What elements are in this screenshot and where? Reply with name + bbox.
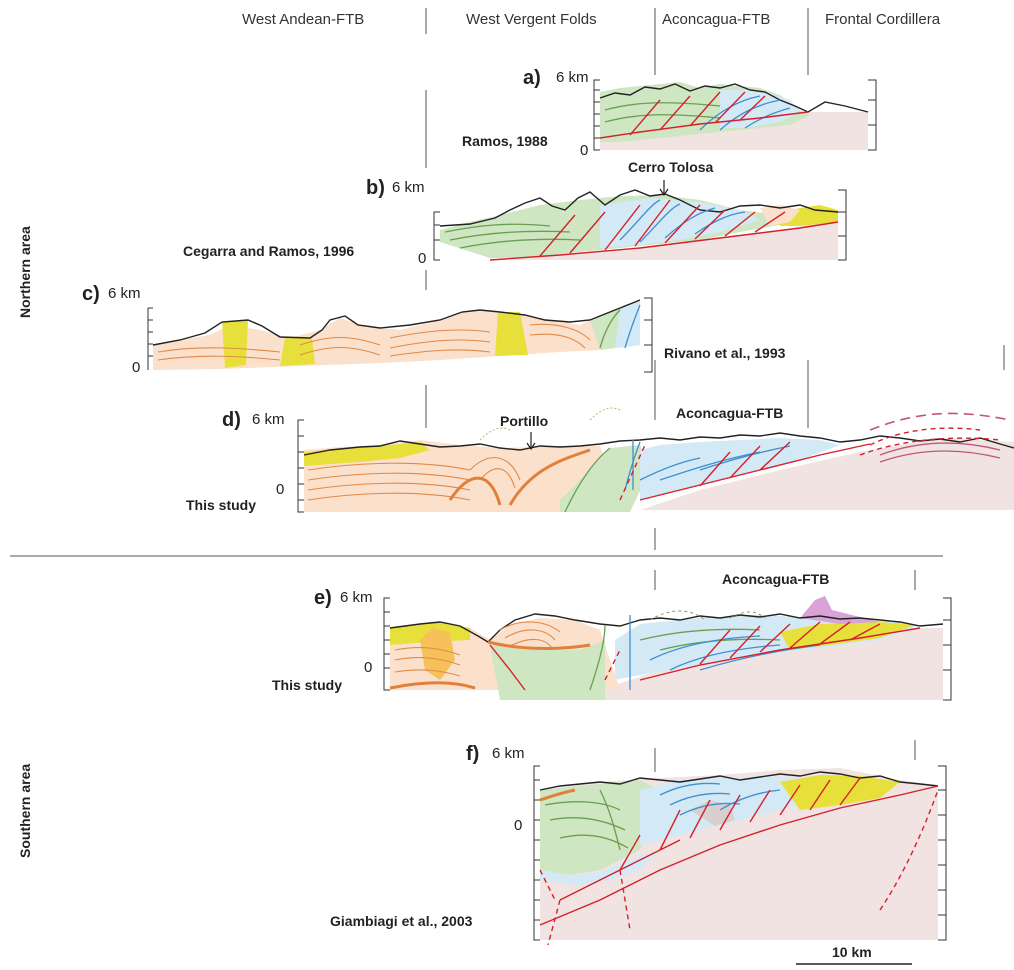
cerro-tolosa-label: Cerro Tolosa — [628, 159, 714, 175]
section-b-citation: Cegarra and Ramos, 1996 — [183, 243, 354, 259]
section-d-base-label: 0 — [276, 481, 284, 498]
section-e-label: e) — [314, 587, 332, 609]
section-b-base-label: 0 — [418, 250, 426, 267]
section-a — [593, 79, 877, 151]
section-c — [147, 297, 653, 373]
section-c-top-label: 6 km — [108, 285, 141, 302]
portillo-label: Portillo — [500, 413, 548, 429]
column-header-west-andean-ftb: West Andean-FTB — [242, 11, 364, 28]
column-header-aconcagua-ftb: Aconcagua-FTB — [662, 11, 770, 28]
column-header-west-vergent-folds: West Vergent Folds — [466, 11, 597, 28]
section-f-base-label: 0 — [514, 817, 522, 834]
section-c-citation: Rivano et al., 1993 — [664, 345, 786, 361]
portillo-arrow — [526, 432, 536, 451]
section-e-top-label: 6 km — [340, 589, 373, 606]
section-d-top-label: 6 km — [252, 411, 285, 428]
section-a-citation: Ramos, 1988 — [462, 133, 548, 149]
section-e-aconcagua-label: Aconcagua-FTB — [722, 571, 829, 587]
section-a-base-label: 0 — [580, 142, 588, 159]
section-f — [533, 765, 947, 946]
northern-area-label: Northern area — [17, 226, 33, 318]
section-c-label: c) — [82, 283, 100, 305]
southern-area-label: Southern area — [17, 764, 33, 858]
section-e-base-label: 0 — [364, 659, 372, 676]
section-b — [433, 189, 847, 261]
section-d-citation: This study — [186, 497, 256, 513]
section-f-citation: Giambiagi et al., 2003 — [330, 913, 473, 929]
section-d — [297, 407, 1014, 513]
section-f-label: f) — [466, 743, 479, 765]
scale-bar-label: 10 km — [832, 944, 872, 960]
section-f-top-label: 6 km — [492, 745, 525, 762]
section-e-citation: This study — [272, 677, 342, 693]
section-d-label: d) — [222, 409, 241, 431]
cerro-tolosa-arrow — [659, 180, 669, 197]
column-header-frontal-cordillera: Frontal Cordillera — [825, 11, 941, 28]
section-b-label: b) — [366, 177, 385, 199]
column-boundaries — [425, 8, 1005, 772]
section-a-top-label: 6 km — [556, 69, 589, 86]
section-d-aconcagua-label: Aconcagua-FTB — [676, 405, 783, 421]
section-b-top-label: 6 km — [392, 179, 425, 196]
section-c-base-label: 0 — [132, 359, 140, 376]
section-a-label: a) — [523, 67, 541, 89]
section-e — [383, 596, 952, 701]
